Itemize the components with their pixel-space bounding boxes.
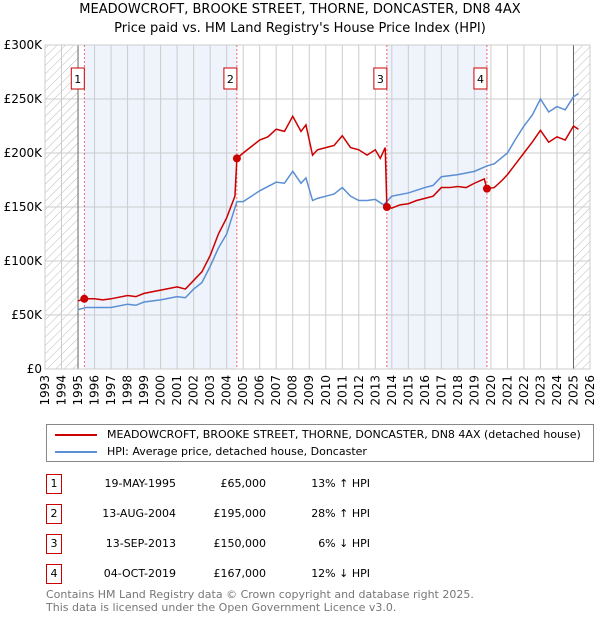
chart-subtitle: Price paid vs. HM Land Registry's House … [114, 21, 486, 36]
sale-marker-badge: 4 [46, 564, 62, 584]
y-tick-label: £250K [4, 92, 44, 106]
sale-label: 2 [227, 73, 234, 86]
y-tick-label: £100K [4, 254, 44, 268]
legend-item-hpi: HPI: Average price, detached house, Donc… [55, 445, 367, 459]
x-tick-label: 2003 [203, 375, 217, 406]
sale-label: 1 [74, 73, 81, 86]
sale-row: 3 13-SEP-2013 £150,000 6% ↓ HPI [46, 534, 566, 554]
sale-marker-badge: 1 [46, 474, 62, 494]
x-tick-label: 1996 [88, 375, 102, 406]
y-tick-label: £300K [4, 38, 44, 52]
sale-marker-badge: 2 [46, 504, 62, 524]
sale-hpi-diff: 28% ↑ HPI [311, 507, 370, 520]
x-tick-label: 2023 [533, 375, 547, 406]
x-tick-label: 1995 [71, 375, 85, 406]
y-tick-label: £150K [4, 200, 44, 214]
x-tick-label: 2015 [401, 375, 415, 406]
sale-row: 1 19-MAY-1995 £65,000 13% ↑ HPI [46, 474, 566, 494]
sale-row: 4 04-OCT-2019 £167,000 12% ↓ HPI [46, 564, 566, 584]
footer-line2: This data is licensed under the Open Gov… [46, 601, 397, 614]
x-tick-label: 2008 [286, 375, 300, 406]
legend-swatch-blue [55, 451, 97, 453]
sale-date: 13-SEP-2013 [105, 537, 176, 550]
chart-title: MEADOWCROFT, BROOKE STREET, THORNE, DONC… [79, 2, 521, 17]
footer-line1: Contains HM Land Registry data © Crown c… [46, 588, 474, 601]
sale-date: 13-AUG-2004 [102, 507, 176, 520]
sale-date: 04-OCT-2019 [103, 567, 176, 580]
x-tick-label: 1997 [104, 375, 118, 406]
sale-point [80, 294, 89, 303]
x-tick-label: 1998 [121, 375, 135, 406]
sale-hpi-diff: 6% ↓ HPI [318, 537, 370, 550]
legend: MEADOWCROFT, BROOKE STREET, THORNE, DONC… [46, 424, 594, 462]
sale-label: 3 [377, 73, 384, 86]
price-paid-line [77, 114, 579, 302]
x-tick-label: 2026 [583, 375, 597, 406]
x-tick-label: 2006 [253, 375, 267, 406]
x-tick-label: 2018 [451, 375, 465, 406]
x-tick-label: 1993 [38, 375, 52, 406]
x-tick-label: 2019 [467, 375, 481, 406]
sale-date: 19-MAY-1995 [104, 477, 176, 490]
x-tick-label: 2012 [352, 375, 366, 406]
legend-item-property: MEADOWCROFT, BROOKE STREET, THORNE, DONC… [55, 428, 581, 442]
x-tick-label: 2002 [187, 375, 201, 406]
x-tick-label: 2013 [368, 375, 382, 406]
sale-label: 4 [477, 73, 484, 86]
legend-swatch-red [55, 434, 97, 436]
x-tick-label: 2010 [319, 375, 333, 406]
legend-label: HPI: Average price, detached house, Donc… [107, 445, 367, 458]
x-tick-label: 2005 [236, 375, 250, 406]
x-tick-label: 2025 [566, 375, 580, 406]
x-tick-label: 2024 [550, 375, 564, 406]
sale-price: £195,000 [213, 507, 267, 520]
x-tick-label: 2011 [335, 375, 349, 406]
sale-point [382, 203, 391, 211]
x-tick-label: 2014 [385, 375, 399, 406]
sale-price: £167,000 [213, 567, 267, 580]
sale-price: £150,000 [213, 537, 267, 550]
x-tick-label: 2022 [517, 375, 531, 406]
footer: Contains HM Land Registry data © Crown c… [46, 588, 474, 614]
sale-point [232, 154, 241, 163]
y-tick-label: £50K [11, 308, 43, 322]
sale-label-box [223, 67, 238, 90]
sale-label-box [70, 67, 85, 90]
x-tick-label: 2001 [170, 375, 184, 406]
sale-marker-badge: 3 [46, 534, 62, 554]
plot-area: 1993 1994 1995 1996 1997 1998 1999 2000 2001 2002… [4, 38, 597, 406]
sale-hpi-diff: 12% ↓ HPI [311, 567, 370, 580]
x-tick-label: 2017 [434, 375, 448, 406]
sale-price: £65,000 [220, 477, 267, 490]
y-tick-label: £200K [4, 146, 44, 160]
x-tick-label: 2007 [269, 375, 283, 406]
sale-point [482, 184, 491, 193]
plot-border [44, 44, 591, 370]
y-tick-label: £0 [27, 362, 42, 376]
x-tick-label: 2004 [220, 375, 234, 406]
sale-label-box [373, 67, 388, 90]
sale-label-box [473, 67, 488, 90]
sale-hpi-diff: 13% ↑ HPI [311, 477, 370, 490]
x-tick-label: 2016 [418, 375, 432, 406]
x-tick-label: 2021 [500, 375, 514, 406]
hpi-line [77, 92, 579, 311]
x-tick-label: 2020 [484, 375, 498, 406]
sale-row: 2 13-AUG-2004 £195,000 28% ↑ HPI [46, 504, 566, 524]
x-tick-label: 2009 [302, 375, 316, 406]
x-tick-label: 1994 [55, 375, 69, 406]
x-tick-label: 2000 [154, 375, 168, 406]
x-tick-label: 1999 [137, 375, 151, 406]
legend-label: MEADOWCROFT, BROOKE STREET, THORNE, DONC… [107, 428, 581, 441]
